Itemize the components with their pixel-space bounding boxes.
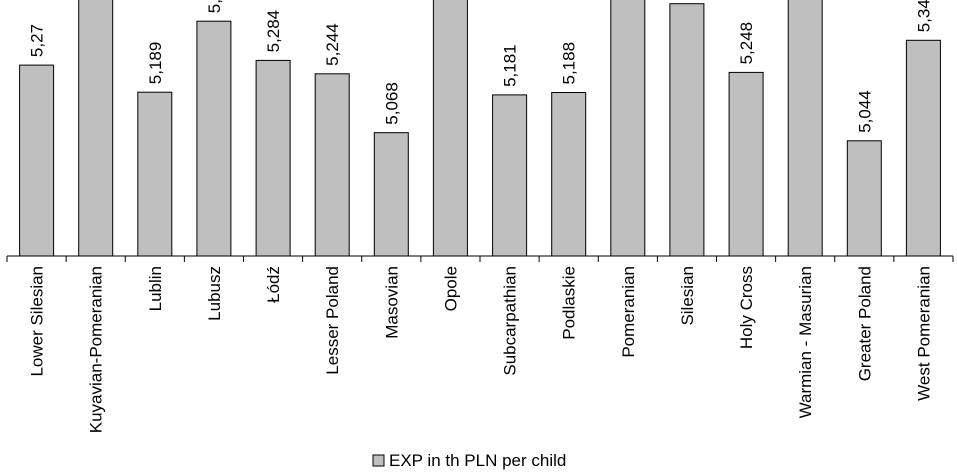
data-label: 5,244: [323, 23, 342, 66]
bar: [373, 132, 409, 257]
category-label: Pomeranian: [619, 266, 638, 358]
legend: EXP in th PLN per child: [372, 451, 566, 470]
category-labels-group: Lower Silesian Kuyavian-Pomeranian Lublin L…: [28, 266, 934, 433]
data-label: 5,044: [855, 90, 874, 133]
category-label: Lesser Poland: [323, 266, 342, 375]
category-label: Silesian: [678, 266, 697, 326]
bar: [846, 140, 882, 257]
data-labels-group: 5,275,4975,1895,4015,2845,2445,0685,5445…: [28, 0, 934, 133]
data-label: 5,27: [28, 24, 47, 57]
data-label: 5,248: [737, 22, 756, 65]
bar: [551, 92, 587, 257]
bar: [314, 73, 350, 257]
bar: [78, 0, 114, 257]
data-label: 5,401: [205, 0, 224, 13]
x-axis-ticks: [6, 256, 954, 262]
data-label: 5,189: [146, 42, 165, 85]
category-label: Opole: [441, 266, 460, 311]
category-label: Podlaskie: [560, 266, 579, 340]
category-label: Lower Silesian: [28, 266, 47, 377]
bar: [728, 71, 764, 257]
data-label: 5,284: [264, 10, 283, 53]
data-label: 5,181: [501, 44, 520, 87]
data-label: 5,068: [382, 82, 401, 125]
bar: [787, 0, 823, 257]
category-label: Lublin: [146, 266, 165, 311]
category-label: Kuyavian-Pomeranian: [87, 266, 106, 433]
bar: [137, 91, 173, 257]
category-label: Łódź: [264, 266, 283, 303]
category-label: West Pomeranian: [914, 266, 933, 401]
legend-swatch: [372, 454, 385, 467]
legend-label: EXP in th PLN per child: [389, 451, 566, 470]
bar: [669, 3, 705, 257]
category-label: Warmian - Masurian: [796, 266, 815, 418]
bar: [432, 0, 468, 257]
bar: [610, 0, 646, 257]
category-label: Greater Poland: [855, 266, 874, 381]
category-label: Lubusz: [205, 266, 224, 321]
bar: [19, 64, 55, 257]
category-label: Holy Cross: [737, 266, 756, 349]
bar: [905, 39, 941, 257]
category-label: Subcarpathian: [501, 266, 520, 376]
bar: [196, 20, 232, 257]
data-label: 5,188: [560, 42, 579, 85]
bar: [492, 94, 528, 257]
data-label: 5,344: [914, 0, 933, 32]
bars-group: [19, 0, 941, 257]
bar: [255, 59, 291, 257]
category-label: Masovian: [382, 266, 401, 339]
